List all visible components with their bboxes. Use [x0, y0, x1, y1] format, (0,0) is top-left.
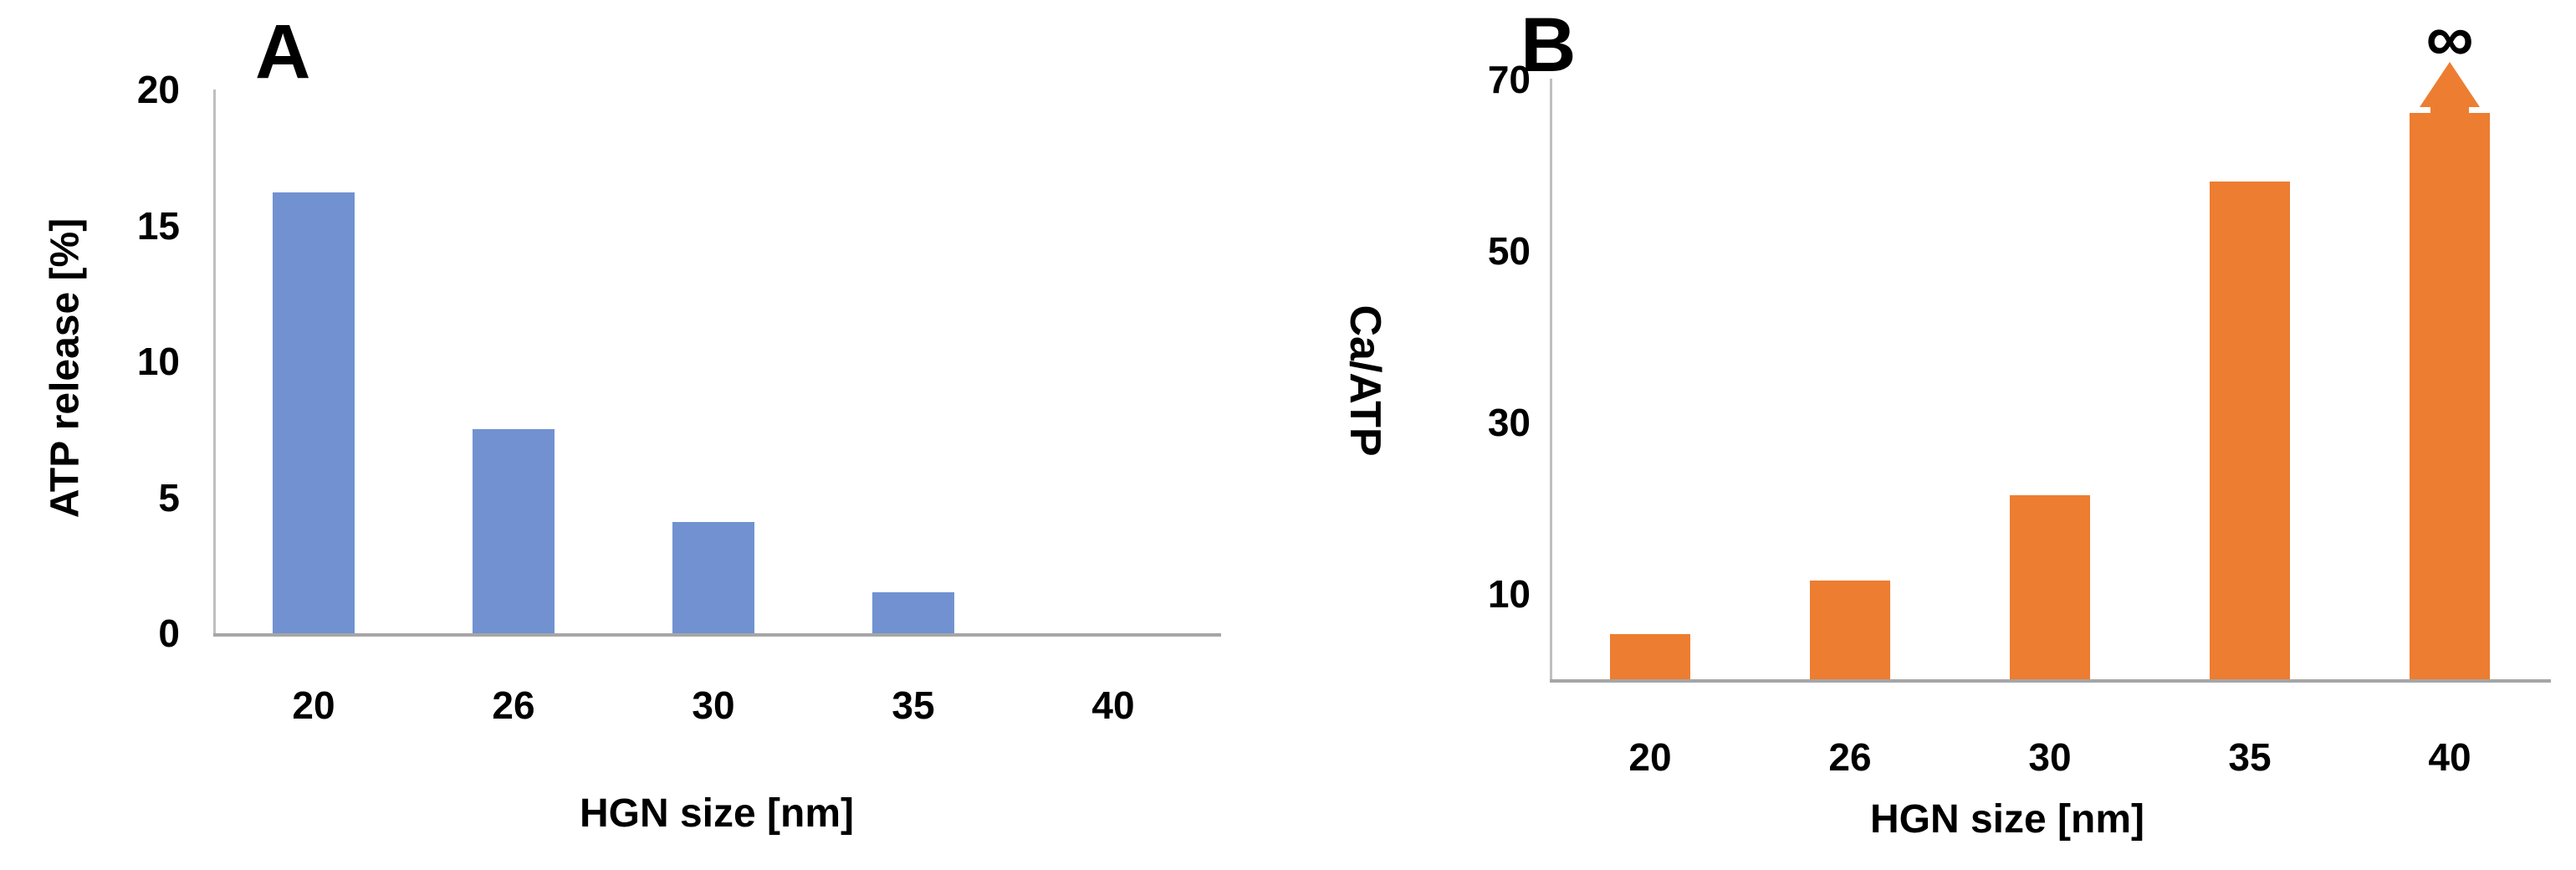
y-axis-line — [213, 90, 216, 636]
y-axis-line — [1550, 79, 1552, 682]
x-category-label-20: 20 — [1628, 735, 1672, 779]
panel-b-y-axis-title: Ca/ATP — [1341, 304, 1389, 457]
x-category-label-35: 35 — [892, 683, 935, 727]
y-tick-label-0: 0 — [158, 612, 180, 655]
x-category-label-30: 30 — [2028, 735, 2072, 779]
x-category-label-26: 26 — [492, 683, 535, 727]
bar-20nm — [273, 192, 355, 633]
bar-35nm — [2210, 182, 2290, 679]
panel-a-label: A — [255, 9, 311, 95]
panel-b-x-axis-title: HGN size [nm] — [1869, 797, 2145, 842]
y-tick-label-30: 30 — [1487, 400, 1531, 444]
y-tick-label-10: 10 — [136, 340, 180, 383]
bar-26nm — [1810, 581, 1890, 679]
panel-a-x-axis-title: HGN size [nm] — [579, 791, 855, 836]
panel-b-label: B — [1521, 3, 1577, 88]
bar-30nm — [2010, 495, 2090, 679]
y-tick-label-50: 50 — [1487, 228, 1531, 273]
bar-35nm — [872, 592, 954, 633]
y-tick-label-10: 10 — [1487, 571, 1531, 616]
x-category-label-35: 35 — [2228, 735, 2272, 779]
y-tick-label-5: 5 — [158, 475, 180, 519]
x-category-label-20: 20 — [292, 683, 335, 727]
bar-20nm — [1610, 634, 1690, 679]
up-arrow-icon — [2420, 62, 2480, 107]
bar-30nm — [672, 522, 754, 633]
x-category-label-30: 30 — [692, 683, 735, 727]
x-axis-line — [1550, 679, 2551, 683]
x-category-label-40: 40 — [2428, 735, 2471, 779]
up-arrow-shaft — [2430, 104, 2469, 127]
y-tick-label-15: 15 — [136, 203, 180, 248]
x-category-label-26: 26 — [1828, 735, 1872, 779]
x-category-label-40: 40 — [1091, 683, 1135, 727]
y-tick-label-20: 20 — [136, 68, 180, 111]
y-tick-label-70: 70 — [1487, 57, 1531, 101]
bar-40nm — [2410, 113, 2490, 679]
bar-26nm — [473, 429, 555, 633]
infinity-symbol: ∞ — [2425, 1, 2474, 75]
x-axis-line — [213, 633, 1221, 637]
